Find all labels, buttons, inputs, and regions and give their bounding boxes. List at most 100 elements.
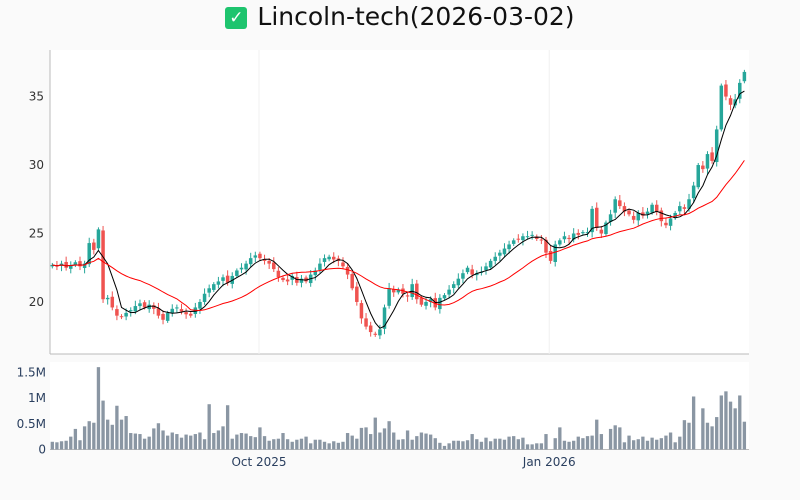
volume-bar [507, 436, 511, 450]
volume-bar [627, 435, 631, 450]
candle-body [714, 129, 719, 163]
volume-bar [373, 417, 377, 450]
candle-body [212, 284, 216, 290]
candle-body [382, 307, 387, 329]
volume-bar [724, 391, 728, 450]
candle-body [225, 275, 230, 283]
volume-bar [512, 436, 516, 450]
volume-bar [673, 442, 677, 450]
volume-bar [225, 405, 230, 450]
volume-bar [359, 427, 364, 450]
candle-body [147, 304, 151, 310]
volume-bar [184, 434, 188, 450]
volume-bar [355, 438, 359, 450]
volume-bar [631, 440, 636, 450]
volume-bar [650, 437, 654, 450]
volume-bar [290, 441, 294, 450]
volume-bar [345, 433, 350, 450]
candle-body [221, 277, 225, 281]
volume-bar [322, 441, 327, 450]
candle-body [64, 261, 68, 268]
volume-bar [59, 441, 64, 450]
volume-bar [276, 438, 281, 450]
candle-body [276, 270, 281, 278]
candle-body [535, 236, 539, 239]
candle-body [585, 232, 590, 234]
candle-body [594, 207, 599, 229]
volume-bar [239, 433, 244, 450]
candle-body [165, 312, 170, 321]
candle-body [428, 299, 433, 302]
volume-bar [687, 422, 691, 450]
volume-bar [392, 432, 396, 450]
candle-body [262, 259, 267, 261]
candle-body [682, 207, 687, 209]
volume-bar [733, 408, 737, 450]
volume-bar [55, 442, 59, 450]
volume-bar [332, 441, 336, 450]
candle-body [290, 275, 294, 280]
candle-body [539, 239, 544, 241]
candle-body [124, 312, 128, 317]
candle-body [258, 253, 262, 259]
chart-title-text: Lincoln-tech(2026-03-02) [257, 2, 575, 31]
candle-body [378, 329, 382, 336]
volume-bar [553, 438, 557, 450]
volume-bar [96, 367, 101, 450]
candle-body [207, 288, 211, 293]
volume-bar [442, 445, 447, 450]
volume-bar [216, 430, 221, 450]
candle-body [179, 309, 184, 312]
candle-body [631, 215, 636, 220]
volume-bar [369, 434, 373, 450]
candle-body [525, 236, 530, 238]
volume-bar [313, 439, 317, 450]
volume-bar [295, 439, 299, 450]
candle-body [267, 260, 271, 264]
volume-bar [212, 433, 216, 450]
candle-body [216, 281, 221, 285]
volume-tick-label: 0 [38, 443, 46, 457]
candle-body [461, 273, 465, 279]
volume-bar [498, 438, 502, 450]
volume-bar [152, 428, 156, 450]
volume-bar [424, 433, 428, 450]
candle-body [668, 218, 673, 226]
volume-tick-label: 0.5M [17, 417, 46, 431]
candle-body [470, 269, 474, 275]
candle-body [465, 267, 470, 273]
volume-bar [516, 439, 520, 450]
volume-bar [221, 426, 225, 450]
volume-bar [119, 419, 124, 450]
volume-bar [475, 439, 479, 450]
volume-bar [235, 434, 239, 450]
volume-bar [479, 441, 484, 450]
candle-body [498, 252, 502, 256]
candle-body [530, 234, 534, 236]
candle-body [687, 199, 691, 209]
candle-body [235, 270, 239, 276]
volume-bar [691, 396, 696, 450]
candle-body [627, 210, 631, 215]
volume-bar [461, 441, 465, 450]
volume-bar [230, 438, 234, 450]
volume-bar [502, 439, 507, 450]
candle-body [696, 165, 701, 188]
volume-bar [641, 436, 645, 450]
volume-bar [272, 439, 276, 450]
volume-bar [668, 432, 673, 450]
candle-body [562, 236, 567, 240]
volume-bar [622, 442, 627, 450]
volume-bar [525, 444, 530, 450]
candle-body [608, 214, 613, 222]
candle-body [128, 310, 133, 312]
volume-bar [419, 432, 424, 450]
volume-bar [521, 437, 525, 450]
candle-body [581, 232, 585, 234]
candle-body [364, 318, 368, 327]
candle-body [78, 261, 82, 267]
candle-body [475, 273, 479, 276]
ma-long-line [52, 160, 745, 312]
volume-bar [244, 433, 248, 450]
